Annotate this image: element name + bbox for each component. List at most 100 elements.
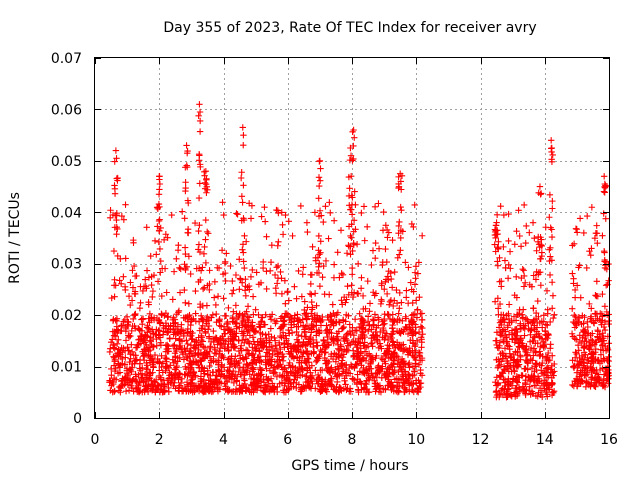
data-point [551,311,558,318]
data-point [233,310,240,317]
data-point [411,281,419,288]
data-point [512,325,520,333]
data-point [273,363,281,370]
data-point [156,203,163,211]
data-point [391,369,398,376]
data-point [281,377,289,385]
data-point [215,367,222,374]
data-point [403,287,410,294]
data-point [209,388,217,395]
data-point [334,378,341,386]
data-point [198,387,206,394]
data-point [578,352,586,360]
data-point [529,357,536,364]
data-point [277,268,284,276]
data-point [251,385,259,393]
data-point [353,355,361,363]
data-point [588,351,596,358]
data-point [150,314,158,321]
data-point [348,289,355,296]
data-point [205,230,212,237]
data-point [251,380,259,387]
data-point [171,372,178,380]
data-point [137,379,145,386]
data-point [375,364,382,372]
data-point [339,353,347,361]
data-point [362,326,369,333]
data-point [373,324,380,331]
data-point [364,313,372,320]
data-point [583,377,590,385]
data-point [209,369,217,376]
data-point [356,310,363,317]
data-point [202,259,210,267]
data-point [548,279,556,286]
data-point [130,262,138,270]
data-point [414,270,422,277]
data-point [405,370,412,378]
data-point [398,327,405,335]
data-point [348,282,355,289]
data-point [128,327,135,335]
data-point [494,380,502,388]
data-point [308,306,316,313]
data-point [357,378,364,386]
data-point [496,278,503,285]
data-point [358,325,366,332]
data-point [216,347,224,355]
data-point [183,263,191,271]
data-point [220,354,227,361]
data-point [271,358,279,365]
data-point [148,273,155,280]
x-tick-label: 10 [407,432,425,448]
data-point [346,328,354,335]
data-point [494,258,501,265]
data-point [371,311,379,318]
data-point [237,174,245,182]
data-point [406,347,413,355]
data-point [168,377,176,384]
data-point [512,393,519,400]
data-point [359,335,366,342]
data-point [185,253,193,260]
data-point [195,334,202,341]
data-point [407,279,414,286]
data-point [285,218,292,225]
data-point [524,351,531,358]
data-point [587,315,594,323]
data-point [362,357,370,364]
data-point [343,250,351,257]
data-point [318,212,325,219]
data-point [291,283,298,290]
data-point [195,194,203,202]
data-point [319,274,326,281]
data-point [136,326,143,333]
data-point [288,314,295,322]
data-point [386,298,394,305]
data-point [311,209,319,216]
data-point [413,314,421,321]
data-point [317,322,325,329]
data-point [403,377,411,384]
data-point [354,338,362,345]
data-point [192,342,200,350]
data-point [176,343,183,351]
data-point [549,151,556,159]
data-point [259,342,266,349]
data-point [498,277,505,285]
data-point [600,173,608,180]
data-point [212,301,220,309]
data-point [346,385,354,392]
data-point [119,375,126,382]
data-point [502,264,509,272]
data-point [254,354,261,361]
data-point [246,340,253,347]
data-point [216,368,223,375]
y-tick-label: 0.03 [51,257,82,273]
data-point [268,311,276,318]
data-point [600,337,608,344]
data-point [520,283,528,290]
data-point [233,373,241,380]
data-point [241,339,248,347]
data-point [314,315,321,323]
